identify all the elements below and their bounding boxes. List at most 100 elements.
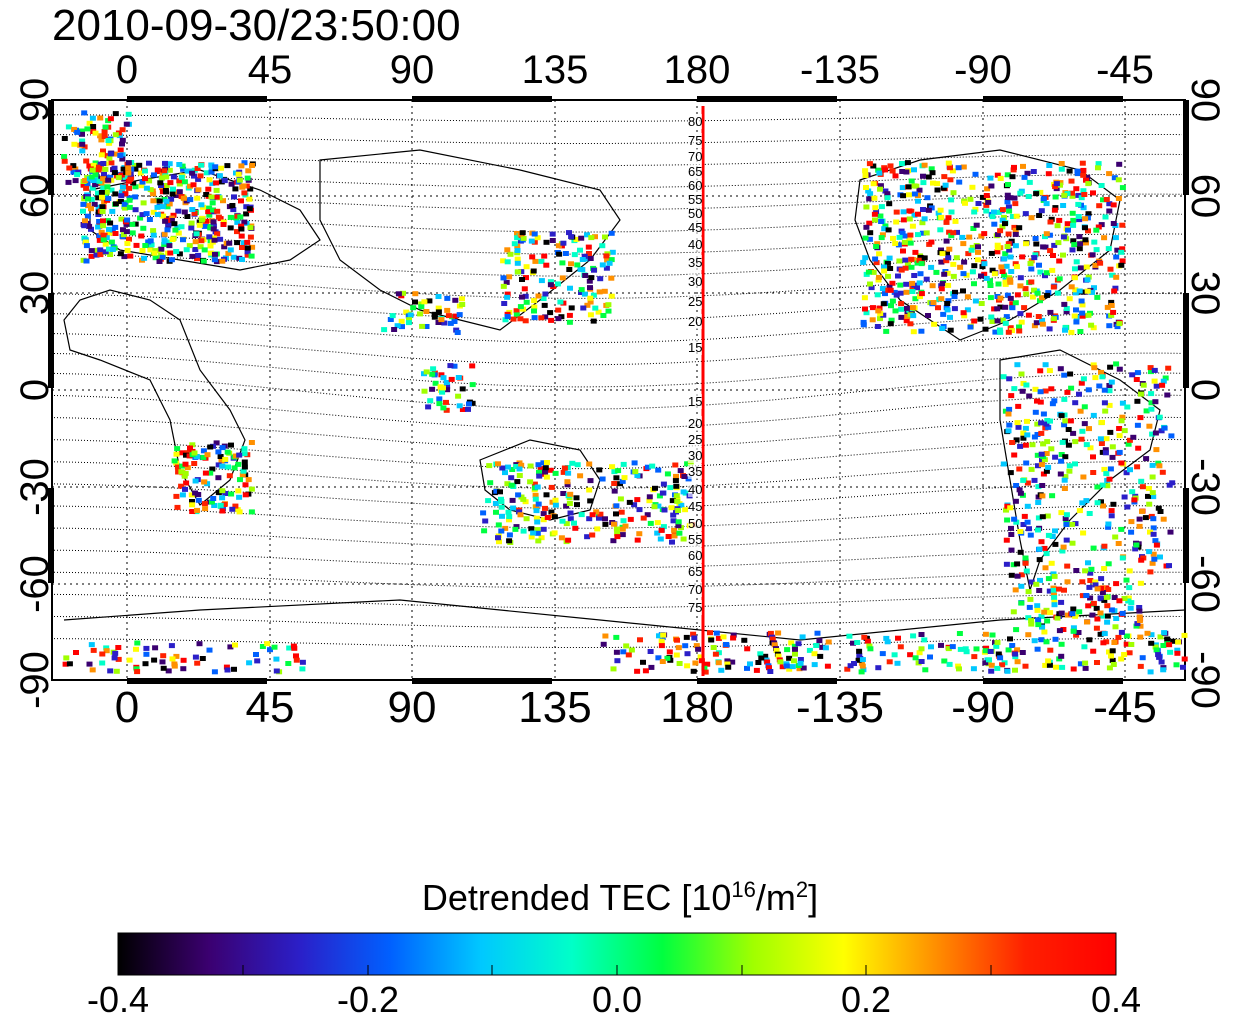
tec-pixel <box>232 503 239 509</box>
tec-pixel <box>977 316 984 322</box>
tec-pixel <box>540 526 547 532</box>
tec-pixel <box>1098 585 1105 591</box>
tec-pixel <box>862 255 869 261</box>
tec-pixel <box>1143 456 1150 462</box>
tec-pixel <box>1012 300 1019 306</box>
tec-pixel <box>1148 369 1154 375</box>
tec-pixel <box>900 193 907 199</box>
tec-pixel <box>906 216 913 222</box>
tec-pixel <box>954 229 960 235</box>
tec-pixel <box>1045 464 1052 470</box>
tec-pixel <box>1113 616 1120 621</box>
tec-pixel <box>1048 216 1055 222</box>
tec-pixel <box>1014 292 1021 298</box>
tec-pixel <box>573 495 580 501</box>
tec-pixel <box>757 651 764 657</box>
tec-pixel <box>221 244 228 250</box>
tec-pixel <box>909 285 916 291</box>
tec-pixel <box>886 284 893 290</box>
tec-pixel <box>917 254 924 260</box>
tec-pixel <box>1031 287 1037 293</box>
tec-pixel <box>83 258 90 264</box>
tec-pixel <box>903 281 910 287</box>
tec-pixel <box>1126 437 1133 443</box>
tec-pixel <box>178 450 185 456</box>
tec-pixel <box>1058 166 1065 172</box>
tec-pixel <box>1027 532 1034 538</box>
tec-pixel <box>1029 294 1036 300</box>
tec-pixel <box>429 386 436 392</box>
tec-pixel <box>164 204 171 210</box>
tec-pixel <box>693 643 700 649</box>
tec-pixel <box>503 279 510 285</box>
tec-pixel <box>418 304 425 310</box>
tec-pixel <box>83 185 90 191</box>
tec-pixel <box>1033 581 1040 587</box>
tec-pixel <box>929 170 936 176</box>
tec-pixel <box>960 288 966 294</box>
tec-pixel <box>161 231 168 237</box>
tec-pixel <box>908 256 915 262</box>
mlat-contour-label: 65 <box>688 564 703 579</box>
tec-pixel <box>1043 231 1050 237</box>
tec-pixel <box>220 222 227 227</box>
tec-pixel <box>723 642 729 647</box>
mlat-contour-label: 40 <box>688 482 703 497</box>
tec-pixel <box>758 655 765 661</box>
mlat-contour-label: 50 <box>688 516 703 531</box>
tec-pixel <box>948 233 955 239</box>
tec-pixel <box>1109 648 1116 654</box>
tec-pixel <box>964 294 971 300</box>
tec-pixel <box>441 320 448 326</box>
tec-pixel <box>1006 208 1013 214</box>
tec-pixel <box>1152 430 1159 436</box>
tec-pixel <box>912 296 919 302</box>
tec-pixel <box>1069 540 1076 546</box>
tec-pixel <box>534 527 541 533</box>
tec-pixel <box>1084 174 1091 180</box>
tec-pixel <box>97 252 104 258</box>
tec-pixel <box>548 484 555 490</box>
mlat-contour-label: 25 <box>688 294 703 309</box>
tec-pixel <box>602 633 609 639</box>
tec-pixel <box>240 468 247 474</box>
tec-pixel <box>107 668 114 674</box>
tec-pixel <box>1107 466 1114 472</box>
tec-pixel <box>957 646 964 652</box>
right-lat-tick: 30 <box>1183 270 1227 316</box>
tec-pixel <box>96 233 103 239</box>
tec-pixel <box>152 248 159 254</box>
tec-pixel <box>918 632 925 637</box>
tec-pixel <box>930 180 936 186</box>
tec-pixel <box>942 182 949 188</box>
tec-pixel <box>84 213 91 219</box>
tec-pixel <box>222 456 229 462</box>
tec-pixel <box>513 524 520 530</box>
tec-pixel <box>1016 328 1023 334</box>
tec-pixel <box>587 498 594 504</box>
tec-pixel <box>528 534 535 540</box>
tec-pixel <box>205 186 212 192</box>
tec-pixel <box>189 509 196 514</box>
tec-pixel <box>108 160 115 166</box>
tec-pixel <box>1013 483 1020 488</box>
tec-pixel <box>132 207 139 213</box>
tec-pixel <box>1115 634 1122 640</box>
tec-pixel <box>405 320 412 326</box>
tec-pixel <box>247 186 254 192</box>
tec-pixel <box>495 461 501 467</box>
tec-pixel <box>1103 436 1110 442</box>
tec-pixel <box>537 466 544 472</box>
tec-pixel <box>1072 439 1079 445</box>
tec-pixel <box>885 273 891 279</box>
tec-pixel <box>1136 516 1143 522</box>
tec-pixel <box>1174 647 1181 653</box>
tec-pixel <box>1062 327 1068 333</box>
tec-pixel <box>243 204 250 210</box>
tec-pixel <box>1063 537 1070 543</box>
tec-pixel <box>99 651 106 657</box>
tec-pixel <box>1138 478 1145 484</box>
tec-pixel <box>111 165 118 171</box>
tec-pixel <box>1157 634 1164 640</box>
tec-pixel <box>1153 542 1160 548</box>
